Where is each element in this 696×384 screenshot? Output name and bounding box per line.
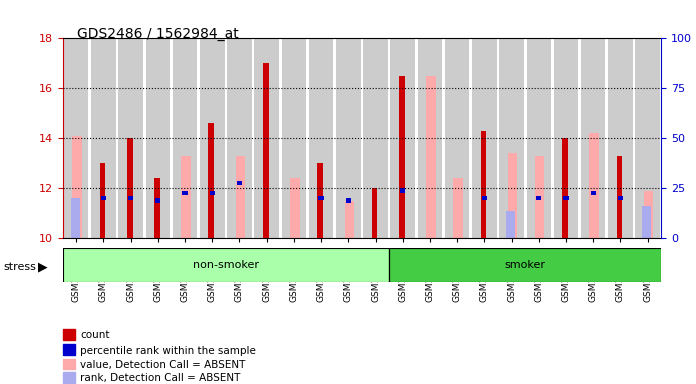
Bar <box>390 38 415 238</box>
Bar <box>346 199 351 203</box>
Bar <box>63 248 389 282</box>
Bar <box>482 196 487 200</box>
Bar <box>506 210 515 238</box>
Bar <box>173 38 198 238</box>
Bar <box>472 38 497 238</box>
Bar <box>237 181 242 185</box>
Text: GDS2486 / 1562984_at: GDS2486 / 1562984_at <box>77 27 238 41</box>
Bar <box>209 191 215 195</box>
Bar <box>255 38 279 238</box>
Bar <box>554 38 578 238</box>
Bar <box>591 191 596 195</box>
Bar <box>618 196 623 200</box>
Bar <box>563 196 569 200</box>
Text: count: count <box>80 330 109 340</box>
Text: value, Detection Call = ABSENT: value, Detection Call = ABSENT <box>80 360 246 370</box>
Bar <box>608 38 633 238</box>
Bar <box>70 198 80 238</box>
Bar <box>400 189 405 193</box>
Text: ▶: ▶ <box>38 260 48 273</box>
Bar <box>64 38 88 238</box>
Bar <box>526 38 551 238</box>
Bar <box>336 38 361 238</box>
Bar <box>181 156 191 238</box>
Bar <box>399 76 404 238</box>
Bar <box>155 199 161 203</box>
Bar <box>363 38 388 238</box>
Text: non-smoker: non-smoker <box>193 260 259 270</box>
Bar <box>581 38 606 238</box>
Bar <box>453 178 463 238</box>
Bar <box>127 138 132 238</box>
Bar <box>372 188 377 238</box>
Bar <box>200 38 225 238</box>
Bar <box>389 248 661 282</box>
Bar <box>91 38 116 238</box>
Bar <box>128 196 133 200</box>
Bar <box>635 38 660 238</box>
Bar <box>309 38 333 238</box>
Bar <box>282 38 306 238</box>
Bar <box>227 38 252 238</box>
Bar <box>445 38 469 238</box>
Bar <box>499 38 524 238</box>
Bar <box>644 190 654 238</box>
Bar <box>72 136 82 238</box>
Bar <box>426 76 436 238</box>
Text: smoker: smoker <box>505 260 546 270</box>
Text: rank, Detection Call = ABSENT: rank, Detection Call = ABSENT <box>80 373 240 383</box>
Bar <box>100 163 105 238</box>
Bar <box>236 156 245 238</box>
Bar <box>508 153 517 238</box>
Bar <box>263 63 269 238</box>
Bar <box>319 196 324 200</box>
Bar <box>536 196 541 200</box>
Text: percentile rank within the sample: percentile rank within the sample <box>80 346 256 356</box>
Bar <box>209 123 214 238</box>
Bar <box>535 156 544 238</box>
Bar <box>642 205 651 238</box>
Bar <box>182 191 188 195</box>
Bar <box>290 178 299 238</box>
Bar <box>118 38 143 238</box>
Bar <box>617 156 622 238</box>
Bar <box>101 196 106 200</box>
Bar <box>480 131 487 238</box>
Bar <box>590 133 599 238</box>
Text: stress: stress <box>3 262 36 272</box>
Bar <box>317 163 323 238</box>
Bar <box>145 38 170 238</box>
Bar <box>418 38 442 238</box>
Bar <box>154 178 160 238</box>
Bar <box>345 200 354 238</box>
Bar <box>562 138 568 238</box>
